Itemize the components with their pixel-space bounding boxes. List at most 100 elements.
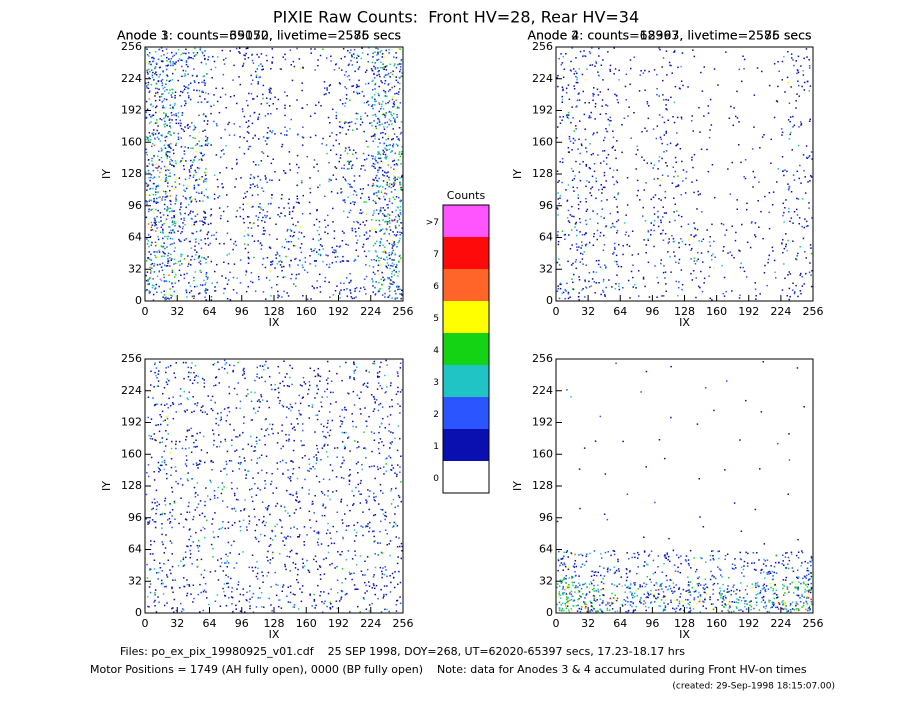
count-pixel xyxy=(170,57,172,60)
count-pixel xyxy=(162,105,164,107)
y-tick-label: 0 xyxy=(546,294,553,307)
count-pixel xyxy=(361,464,363,466)
count-pixel xyxy=(386,175,388,177)
count-pixel xyxy=(278,260,280,263)
count-pixel xyxy=(161,541,163,543)
count-pixel xyxy=(323,494,326,496)
count-pixel xyxy=(210,112,212,115)
count-pixel xyxy=(327,431,329,434)
count-pixel xyxy=(186,583,188,586)
count-pixel xyxy=(172,229,175,231)
count-pixel xyxy=(158,270,160,273)
count-pixel xyxy=(556,261,559,264)
count-pixel xyxy=(693,55,696,58)
count-pixel xyxy=(400,293,403,295)
count-pixel xyxy=(377,468,379,471)
count-pixel xyxy=(193,221,196,224)
count-pixel xyxy=(614,248,616,250)
count-pixel xyxy=(260,248,262,250)
count-pixel xyxy=(354,258,356,261)
count-pixel xyxy=(328,434,331,437)
count-pixel xyxy=(145,194,147,196)
count-pixel xyxy=(174,518,176,520)
count-pixel xyxy=(670,96,672,99)
count-pixel xyxy=(167,559,169,562)
count-pixel xyxy=(388,288,390,290)
count-pixel xyxy=(234,522,236,524)
count-pixel xyxy=(309,527,312,529)
count-pixel xyxy=(584,296,586,298)
count-pixel xyxy=(384,113,386,115)
count-pixel xyxy=(326,605,328,608)
count-pixel xyxy=(153,479,156,481)
count-pixel xyxy=(392,102,395,105)
count-pixel xyxy=(596,238,598,241)
count-pixel xyxy=(248,522,250,525)
count-pixel xyxy=(385,102,387,105)
count-pixel xyxy=(194,403,196,405)
count-pixel xyxy=(150,121,152,123)
count-pixel xyxy=(245,52,247,55)
count-pixel xyxy=(153,155,155,157)
count-pixel xyxy=(372,583,375,585)
count-pixel xyxy=(302,423,304,425)
count-pixel xyxy=(374,137,376,140)
count-pixel xyxy=(681,288,683,291)
count-pixel xyxy=(662,229,664,232)
count-pixel xyxy=(181,227,184,230)
count-pixel xyxy=(783,211,785,214)
count-pixel xyxy=(178,225,181,227)
count-pixel xyxy=(248,125,250,127)
count-pixel xyxy=(680,118,683,120)
count-pixel xyxy=(370,431,373,433)
count-pixel xyxy=(777,85,779,88)
count-pixel xyxy=(373,574,375,576)
count-pixel xyxy=(232,248,234,251)
count-pixel xyxy=(203,569,206,571)
count-pixel xyxy=(673,121,676,124)
count-pixel xyxy=(236,210,238,212)
count-pixel xyxy=(624,85,627,88)
count-pixel xyxy=(313,287,316,290)
count-pixel xyxy=(390,431,392,433)
count-pixel xyxy=(250,280,252,283)
count-pixel xyxy=(664,271,667,273)
count-pixel xyxy=(384,147,386,149)
count-pixel xyxy=(366,115,369,117)
count-pixel xyxy=(348,571,351,574)
count-pixel xyxy=(276,253,279,255)
count-pixel xyxy=(168,274,170,276)
count-pixel xyxy=(293,512,296,514)
count-pixel xyxy=(398,107,400,109)
count-pixel xyxy=(288,556,291,558)
count-pixel xyxy=(788,207,790,210)
count-pixel xyxy=(245,270,247,272)
count-pixel xyxy=(598,55,600,57)
count-pixel xyxy=(241,108,244,110)
count-pixel xyxy=(317,584,319,587)
count-pixel xyxy=(334,256,337,258)
count-pixel xyxy=(191,295,194,298)
count-pixel xyxy=(756,67,759,69)
count-pixel xyxy=(153,471,155,473)
count-pixel xyxy=(725,51,727,53)
count-pixel xyxy=(268,545,271,547)
count-pixel xyxy=(368,495,370,498)
count-pixel xyxy=(337,592,339,594)
count-pixel xyxy=(660,219,662,222)
count-pixel xyxy=(181,263,183,265)
count-pixel xyxy=(616,181,619,184)
count-pixel xyxy=(155,489,158,492)
count-pixel xyxy=(350,572,353,575)
count-pixel xyxy=(193,125,196,127)
count-pixel xyxy=(397,272,399,275)
count-pixel xyxy=(622,253,624,256)
count-pixel xyxy=(585,223,588,226)
count-pixel xyxy=(173,62,176,65)
count-pixel xyxy=(284,58,287,61)
count-pixel xyxy=(172,591,174,593)
count-pixel xyxy=(230,238,232,241)
count-pixel xyxy=(218,445,221,448)
count-pixel xyxy=(561,62,564,64)
count-pixel xyxy=(294,594,296,596)
